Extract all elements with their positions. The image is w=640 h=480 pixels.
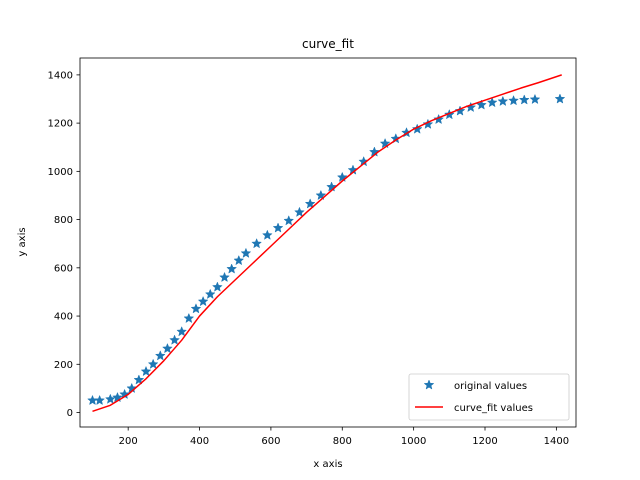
data-point [294, 206, 305, 217]
data-point [272, 222, 284, 233]
data-point [197, 295, 209, 307]
data-point [283, 215, 295, 226]
y-tick-label: 1400 [48, 70, 73, 81]
data-point [251, 238, 263, 249]
data-point [379, 137, 391, 149]
y-tick-label: 1000 [48, 167, 73, 178]
data-point [140, 365, 152, 377]
data-point [190, 303, 202, 314]
x-tick-label: 1400 [544, 436, 569, 447]
data-point [211, 281, 223, 292]
data-point [554, 93, 566, 104]
y-tick-label: 1200 [48, 119, 73, 130]
data-point [112, 391, 123, 403]
x-tick-label: 600 [261, 436, 280, 447]
y-tick-label: 0 [67, 408, 73, 419]
x-axis-label: x axis [313, 459, 342, 470]
data-point [226, 263, 238, 274]
data-point [183, 312, 195, 324]
data-point [219, 271, 230, 283]
series-original-values [87, 93, 566, 406]
x-tick-label: 200 [119, 436, 138, 447]
data-point [240, 247, 252, 258]
x-tick-label: 1000 [401, 436, 426, 447]
data-point [154, 350, 166, 361]
data-point [233, 254, 245, 266]
y-tick-label: 800 [54, 215, 73, 226]
legend-entry-original: original values [454, 381, 527, 392]
data-point [133, 374, 145, 385]
data-point [204, 288, 216, 299]
legend: original values curve_fit values [408, 373, 570, 421]
data-point [304, 198, 316, 209]
data-point [529, 93, 541, 105]
x-tick-label: 800 [333, 436, 352, 447]
y-axis-label: y axis [17, 227, 28, 256]
data-point [508, 95, 519, 106]
y-tick-label: 200 [54, 360, 73, 371]
data-point [497, 95, 509, 107]
data-point [422, 118, 434, 129]
legend-marker-original [423, 379, 435, 390]
chart-title: curve_fit [302, 37, 354, 51]
data-point [486, 96, 498, 108]
legend-entry-curve-fit: curve_fit values [454, 403, 533, 414]
plot-frame [79, 57, 577, 428]
plot-area [87, 74, 566, 413]
data-point [162, 342, 173, 354]
x-tick-label: 400 [190, 436, 209, 447]
data-point [169, 334, 180, 345]
y-axis-ticks: 0 200 400 600 800 1000 1200 1400 [48, 70, 80, 419]
data-point [104, 393, 116, 404]
series-curve-fit-line [92, 74, 562, 413]
data-point [176, 326, 188, 337]
data-point [336, 171, 348, 182]
legend-box [408, 373, 570, 421]
y-tick-label: 600 [54, 263, 73, 274]
data-point [518, 94, 530, 105]
data-point [411, 123, 423, 134]
x-axis-ticks: 200 400 600 800 1000 1200 1400 [119, 427, 569, 447]
x-tick-label: 1200 [472, 436, 497, 447]
data-point [315, 189, 327, 201]
data-point [326, 181, 337, 192]
data-point [94, 394, 106, 406]
data-point [433, 113, 445, 125]
data-point [147, 358, 159, 369]
data-point [454, 105, 466, 116]
legend-star-icon [423, 379, 435, 390]
y-tick-label: 400 [54, 312, 73, 323]
data-point [261, 229, 273, 240]
